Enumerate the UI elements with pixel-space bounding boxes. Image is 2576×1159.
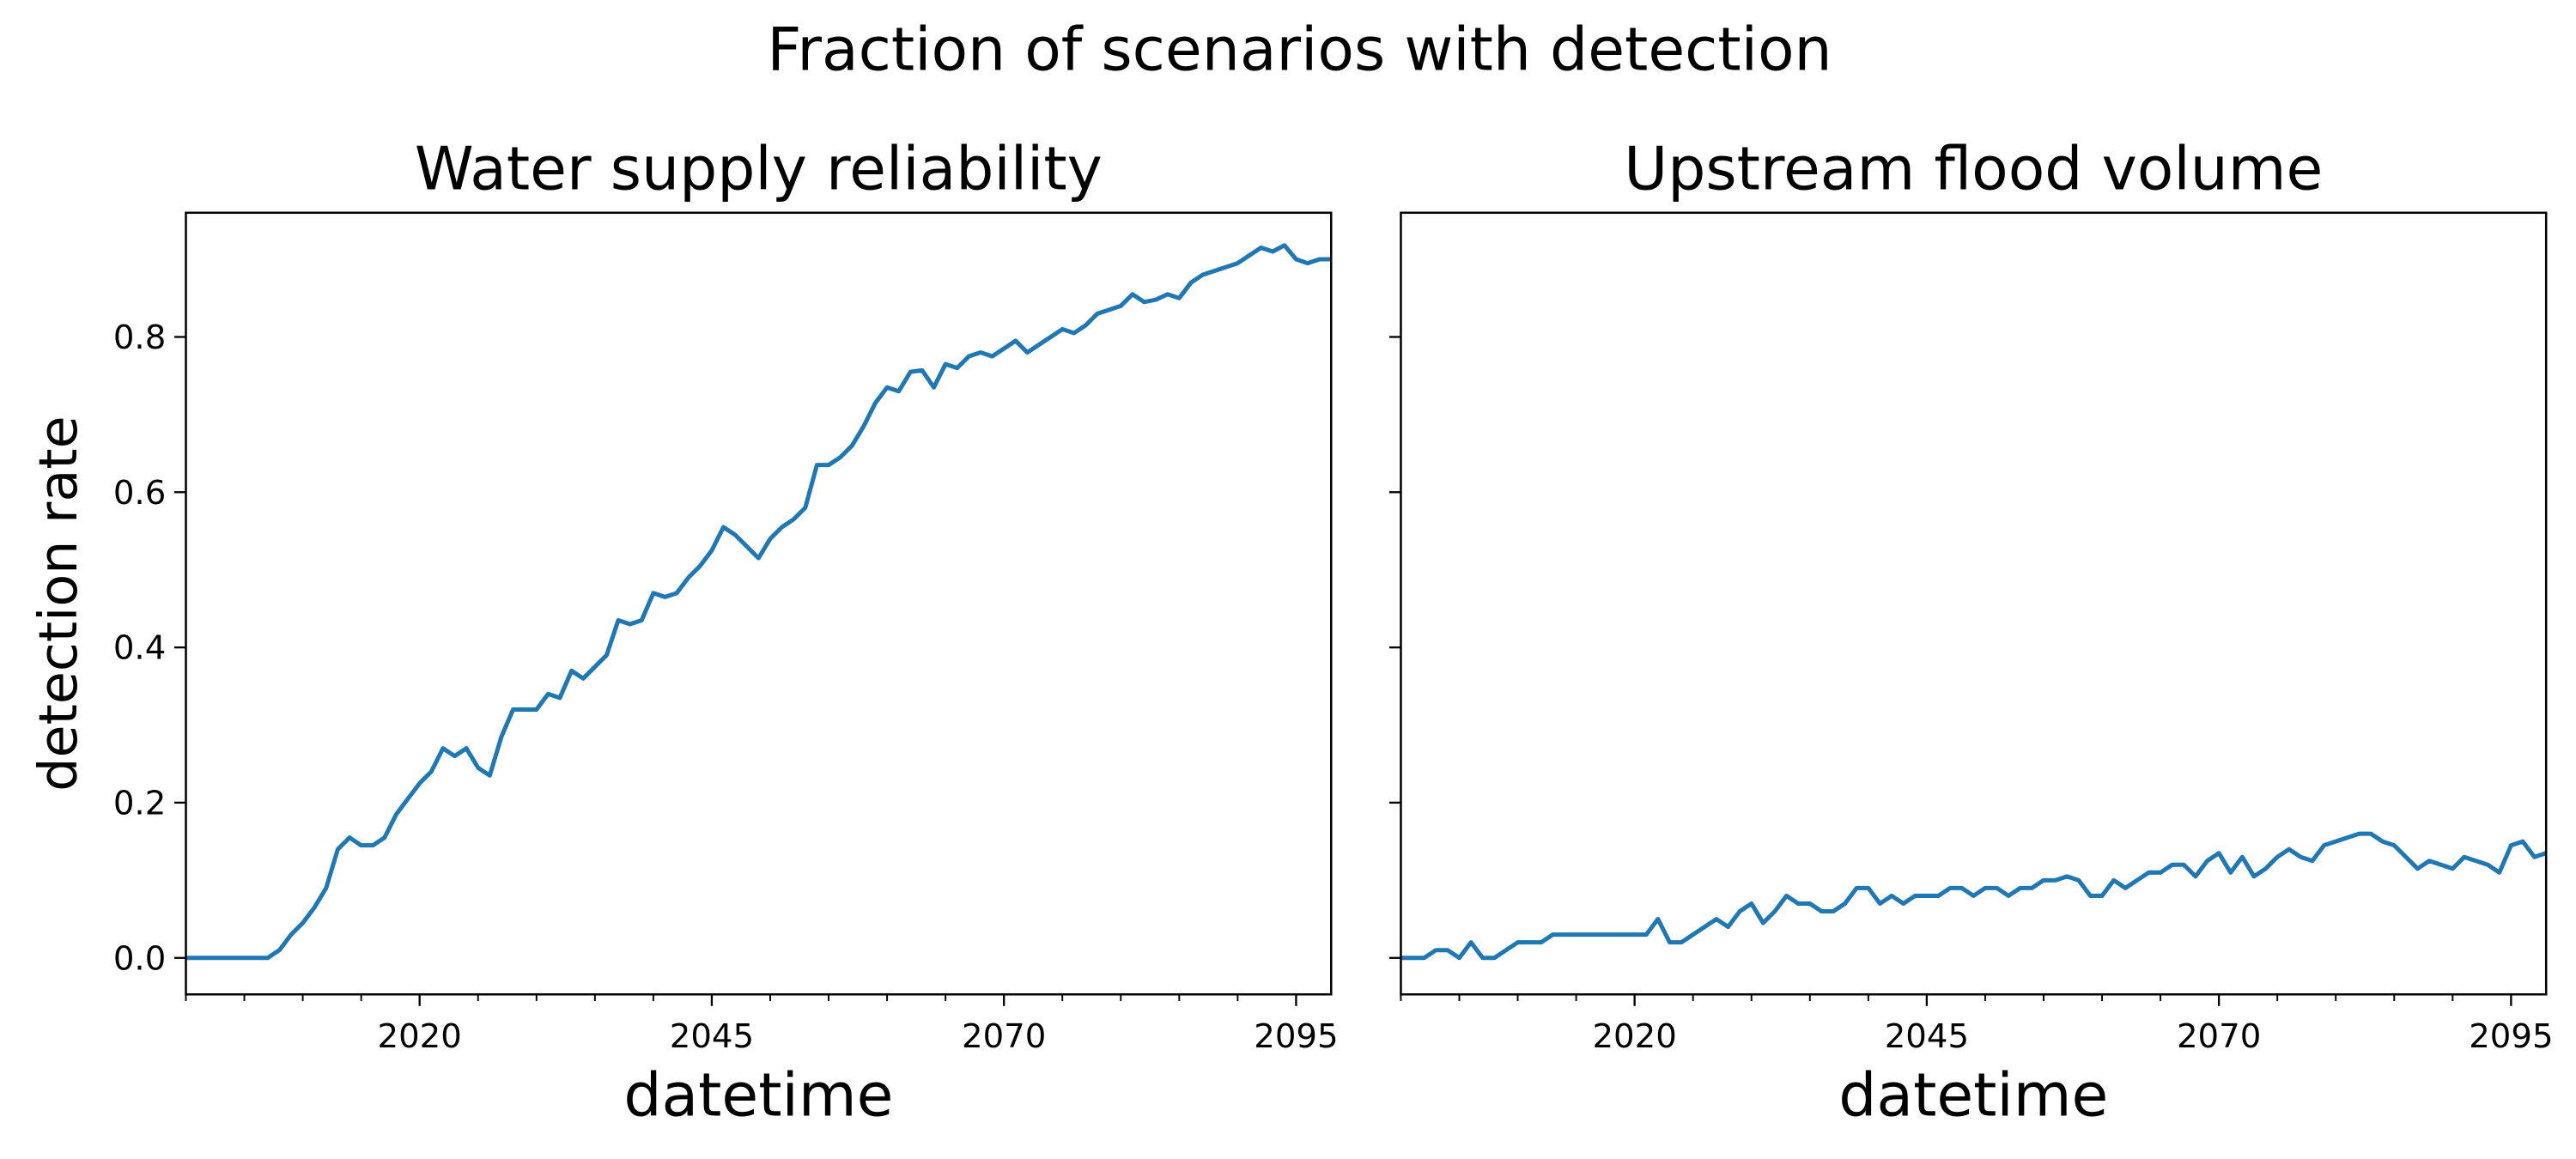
figure-title: Fraction of scenarios with detection <box>767 15 1832 85</box>
y-tick-label: 0.8 <box>113 319 166 357</box>
data-line <box>1400 831 2547 961</box>
x-tick-label: 2070 <box>962 1017 1046 1056</box>
plot-area <box>1400 831 2547 961</box>
data-line <box>185 243 1332 961</box>
plot-area <box>185 243 1332 961</box>
y-tick-label: 0.0 <box>113 939 166 978</box>
x-tick-label: 2045 <box>670 1017 754 1056</box>
x-axis-label: datetime <box>1838 1060 2108 1130</box>
x-axis-label: datetime <box>623 1060 893 1130</box>
x-tick-label: 2095 <box>2469 1017 2553 1056</box>
subplot-title: Upstream flood volume <box>1624 135 2323 204</box>
x-tick-label: 2045 <box>1885 1017 1969 1056</box>
y-tick-label: 0.4 <box>113 629 166 668</box>
x-tick-label: 2020 <box>1592 1017 1676 1056</box>
y-axis-label: detection rate <box>27 416 89 791</box>
y-tick-label: 0.6 <box>113 474 166 513</box>
x-tick-label: 2020 <box>378 1017 462 1056</box>
axes-frame <box>1400 211 2548 996</box>
subplot-title: Water supply reliability <box>415 135 1103 204</box>
y-tick-label: 0.2 <box>113 784 166 822</box>
x-tick-label: 2095 <box>1254 1017 1338 1056</box>
x-tick-label: 2070 <box>2177 1017 2261 1056</box>
axes-frame <box>185 211 1333 996</box>
